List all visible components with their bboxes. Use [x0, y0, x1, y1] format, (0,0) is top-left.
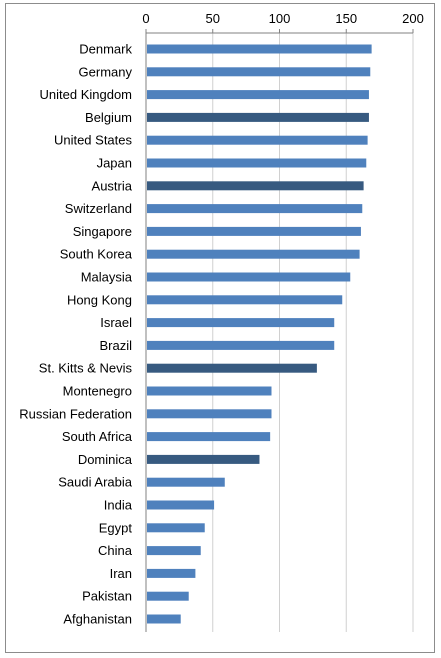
bar-montenegro: [147, 386, 272, 396]
chart-frame: [5, 3, 435, 653]
category-label: United Kingdom: [40, 87, 133, 102]
bar-malaysia: [147, 272, 351, 282]
category-label: South Africa: [62, 429, 133, 444]
bar-egypt: [147, 523, 205, 533]
category-label: Malaysia: [81, 270, 133, 285]
category-label: Singapore: [73, 224, 132, 239]
bar-belgium: [147, 112, 369, 122]
category-label: India: [104, 498, 133, 513]
bar-united-kingdom: [147, 90, 369, 100]
bar-saudi-arabia: [147, 477, 225, 487]
category-label: Germany: [79, 64, 133, 79]
category-label: United States: [54, 133, 133, 148]
bar-st-kitts-nevis: [147, 363, 317, 373]
category-label: Japan: [97, 156, 132, 171]
bar-pakistan: [147, 591, 189, 601]
bar-south-korea: [147, 249, 360, 259]
category-label: Israel: [100, 315, 132, 330]
category-label: Afghanistan: [63, 612, 132, 627]
x-tick-label: 100: [269, 11, 291, 26]
category-label: Montenegro: [63, 384, 132, 399]
category-label: Saudi Arabia: [58, 475, 132, 490]
bar-afghanistan: [147, 614, 181, 624]
bar-south-africa: [147, 432, 271, 442]
category-label: Pakistan: [82, 589, 132, 604]
bar-singapore: [147, 226, 361, 236]
bar-switzerland: [147, 204, 363, 214]
category-label: Austria: [92, 178, 133, 193]
category-label: Brazil: [99, 338, 132, 353]
x-tick-label: 50: [206, 11, 220, 26]
category-label: St. Kitts & Nevis: [39, 361, 133, 376]
bar-germany: [147, 67, 371, 77]
bar-iran: [147, 568, 196, 578]
category-label: Denmark: [79, 42, 132, 57]
bar-israel: [147, 318, 335, 328]
bar-dominica: [147, 454, 260, 464]
category-label: Russian Federation: [19, 406, 132, 421]
bar-hong-kong: [147, 295, 343, 305]
x-tick-label: 0: [142, 11, 149, 26]
bar-denmark: [147, 44, 372, 54]
category-label: Hong Kong: [67, 292, 132, 307]
category-label: China: [98, 543, 133, 558]
bar-austria: [147, 181, 364, 191]
category-label: Iran: [110, 566, 132, 581]
bar-india: [147, 500, 215, 510]
category-label: Dominica: [78, 452, 133, 467]
bar-brazil: [147, 340, 335, 350]
bar-china: [147, 546, 201, 556]
category-label: Belgium: [85, 110, 132, 125]
bar-japan: [147, 158, 367, 168]
category-label: South Korea: [60, 247, 133, 262]
x-tick-label: 150: [335, 11, 357, 26]
x-tick-label: 200: [402, 11, 424, 26]
category-label: Switzerland: [65, 201, 132, 216]
bar-russian-federation: [147, 409, 272, 419]
category-label: Egypt: [99, 520, 133, 535]
bar-united-states: [147, 135, 368, 145]
